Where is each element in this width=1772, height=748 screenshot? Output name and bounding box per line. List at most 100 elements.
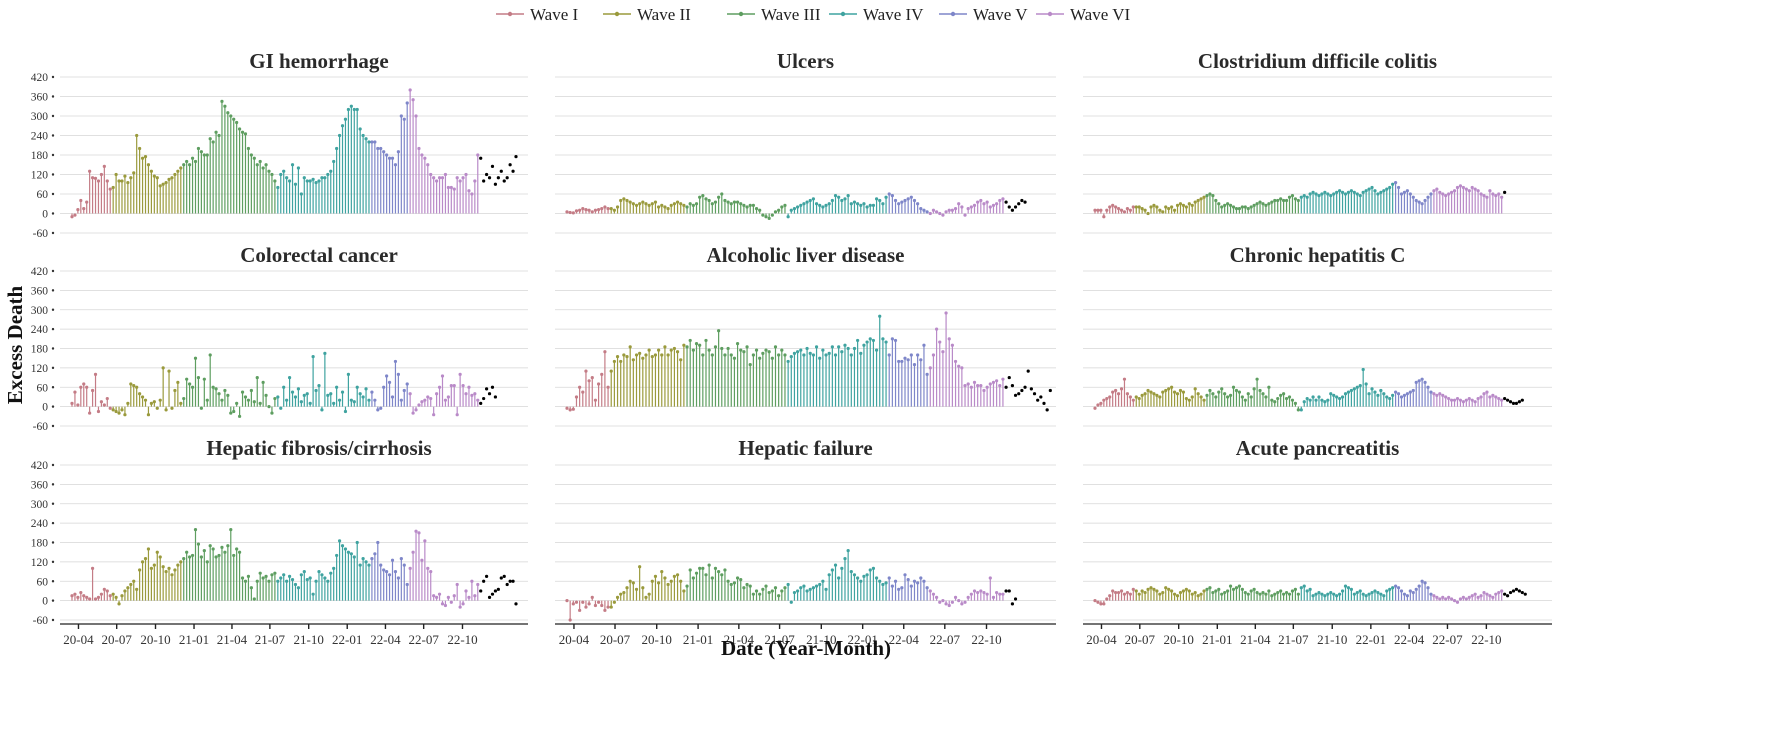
lollipop-point [387,380,392,385]
x-tick-label: 22-10 [1471,632,1501,647]
y-tick-mark [51,560,55,564]
lollipop-point [217,392,221,396]
lollipop-point [490,164,495,168]
lollipop-point [382,568,386,572]
lollipop-point [657,205,661,209]
lollipop-point [590,375,594,380]
lollipop-point [135,385,139,389]
lollipop-point [587,208,591,212]
lollipop-point [252,156,256,160]
lollipop-point [138,392,142,396]
lollipop-point [641,200,645,204]
lollipop-point [783,353,787,357]
lollipop-point [821,579,825,583]
lollipop-point [449,600,453,604]
lollipop-point [1223,203,1227,207]
lollipop-point [1007,375,1011,380]
lollipop-point [1184,396,1188,401]
lollipop-point [214,387,218,391]
lollipop-point [1441,595,1445,599]
lollipop-point [729,582,733,587]
lollipop-point [934,595,939,599]
lollipop-point [1426,195,1430,199]
lollipop-point [1017,392,1021,396]
lollipop-point [138,146,142,151]
x-tick-label: 21-10 [294,632,324,647]
lollipop-point [957,364,961,368]
lollipop-point [196,146,201,151]
lollipop-point [435,179,439,183]
lollipop-point [909,353,913,357]
x-tick-label: 20-10 [642,632,672,647]
lollipop-point [1193,590,1197,595]
lollipop-point [568,408,572,412]
lollipop-point [669,579,673,583]
lollipop-point [713,200,718,204]
lollipop-point [653,200,658,204]
lollipop-point [1226,589,1230,593]
lollipop-point [1417,584,1421,588]
lollipop-point [574,395,579,399]
lollipop-point [581,207,585,211]
lollipop-point [279,172,283,177]
lollipop-point [290,390,295,394]
lollipop-point [470,192,474,196]
lollipop-point [1314,398,1318,402]
lollipop-point [470,393,474,397]
lollipop-point [1435,393,1439,397]
lollipop-point [199,406,203,410]
lollipop-point [240,130,245,134]
lollipop-point [1340,589,1345,593]
lollipop-point [1217,202,1221,206]
lollipop-point [1240,395,1244,399]
lollipop-point [900,200,904,204]
lollipop-point [1364,594,1368,598]
lollipop-point [802,353,806,357]
lollipop-point [249,388,253,393]
lollipop-point [1432,189,1436,193]
lollipop-point [1508,590,1513,595]
lollipop-point [73,390,77,394]
lollipop-point [167,369,171,373]
lollipop-point [1111,203,1115,207]
lollipop-point [290,578,295,582]
lollipop-point [1276,396,1280,401]
lollipop-point [1243,398,1247,402]
lollipop-point [1237,207,1242,211]
lollipop-point [789,208,793,212]
lollipop-point [1452,599,1457,603]
lollipop-point [302,176,306,180]
lollipop-point [846,194,850,198]
panel-title: Hepatic failure [738,436,872,460]
lollipop-point [653,574,658,579]
lollipop-point [1500,195,1504,199]
lollipop-point [1158,592,1162,596]
y-tick-label: 180 [31,344,49,356]
lollipop-point [1388,185,1392,190]
lollipop-point [126,401,130,405]
lollipop-point [1240,205,1244,209]
y-tick-mark [51,289,55,292]
lollipop-point [792,351,797,355]
lollipop-point [511,169,515,173]
lollipop-point [202,548,206,553]
lollipop-point [1402,190,1407,194]
x-tick-label: 21-01 [1202,632,1232,647]
lollipop-point [862,343,866,347]
lollipop-point [1470,185,1474,190]
lollipop-point [600,372,604,376]
lollipop-point [479,156,483,160]
lollipop-point [615,354,620,359]
lollipop-point [578,208,582,212]
lollipop-point [273,571,277,575]
y-tick-mark [51,502,55,505]
lollipop-point [1355,385,1359,389]
lollipop-point [584,605,588,609]
lollipop-point [235,120,239,125]
lollipop-point [379,563,383,567]
lollipop-point [1093,208,1097,212]
lollipop-point [780,589,784,593]
lollipop-point [849,353,853,357]
lollipop-point [1249,395,1253,399]
